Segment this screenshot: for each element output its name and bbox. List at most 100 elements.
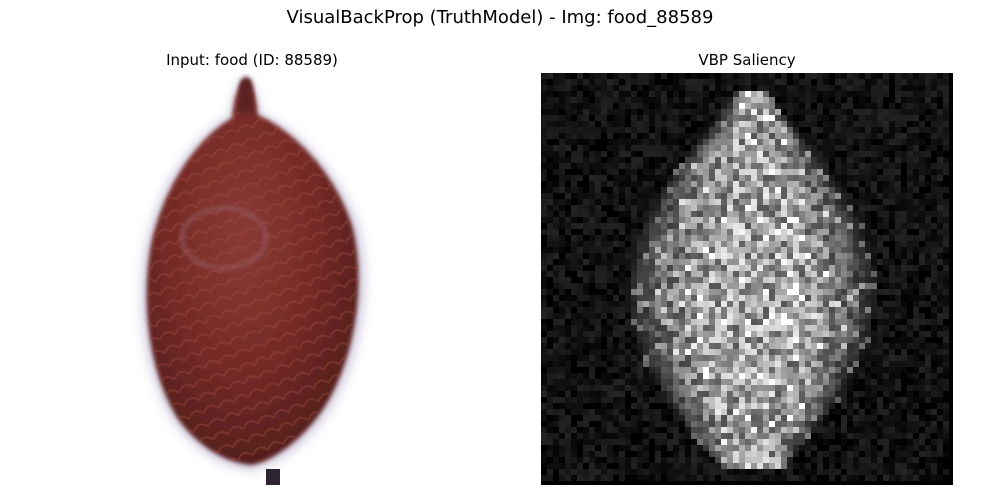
saliency-pixel	[697, 217, 703, 223]
saliency-pixel	[649, 415, 655, 421]
saliency-pixel	[577, 403, 583, 409]
saliency-pixel	[541, 355, 547, 361]
saliency-pixel	[613, 343, 619, 349]
saliency-pixel	[757, 229, 763, 235]
saliency-pixel	[769, 319, 775, 325]
saliency-pixel	[901, 205, 907, 211]
saliency-pixel	[823, 433, 829, 439]
saliency-pixel	[733, 79, 739, 85]
saliency-pixel	[643, 271, 649, 277]
saliency-pixel	[883, 403, 889, 409]
saliency-pixel	[541, 193, 547, 199]
saliency-pixel	[649, 289, 655, 295]
saliency-pixel	[937, 229, 943, 235]
saliency-pixel	[649, 247, 655, 253]
saliency-pixel	[829, 187, 835, 193]
saliency-pixel	[907, 385, 913, 391]
saliency-pixel	[721, 199, 727, 205]
saliency-pixel	[709, 295, 715, 301]
saliency-pixel	[901, 349, 907, 355]
saliency-pixel	[709, 109, 715, 115]
saliency-pixel	[691, 367, 697, 373]
saliency-pixel	[745, 229, 751, 235]
saliency-pixel	[763, 97, 769, 103]
saliency-pixel	[577, 259, 583, 265]
saliency-pixel	[679, 367, 685, 373]
saliency-pixel	[853, 427, 859, 433]
saliency-pixel	[793, 211, 799, 217]
saliency-pixel	[619, 145, 625, 151]
saliency-pixel	[655, 265, 661, 271]
saliency-pixel	[865, 361, 871, 367]
saliency-pixel	[889, 349, 895, 355]
saliency-pixel	[835, 361, 841, 367]
saliency-pixel	[571, 121, 577, 127]
saliency-pixel	[727, 247, 733, 253]
saliency-pixel	[775, 355, 781, 361]
saliency-pixel	[679, 319, 685, 325]
saliency-pixel	[655, 163, 661, 169]
saliency-pixel	[769, 205, 775, 211]
saliency-pixel	[541, 163, 547, 169]
saliency-pixel	[709, 307, 715, 313]
saliency-pixel	[901, 355, 907, 361]
saliency-pixel	[673, 391, 679, 397]
saliency-pixel	[817, 433, 823, 439]
saliency-pixel	[817, 85, 823, 91]
saliency-pixel	[727, 157, 733, 163]
saliency-pixel	[883, 175, 889, 181]
saliency-pixel	[643, 385, 649, 391]
saliency-pixel	[751, 205, 757, 211]
saliency-pixel	[901, 85, 907, 91]
saliency-pixel	[619, 163, 625, 169]
saliency-pixel	[733, 313, 739, 319]
saliency-pixel	[565, 445, 571, 451]
saliency-pixel	[595, 409, 601, 415]
saliency-pixel	[733, 355, 739, 361]
saliency-pixel	[715, 235, 721, 241]
saliency-pixel	[793, 307, 799, 313]
saliency-pixel	[727, 397, 733, 403]
saliency-pixel	[757, 325, 763, 331]
saliency-pixel	[559, 403, 565, 409]
saliency-pixel	[667, 475, 673, 481]
saliency-pixel	[661, 373, 667, 379]
saliency-pixel	[763, 373, 769, 379]
saliency-pixel	[871, 385, 877, 391]
saliency-pixel	[739, 295, 745, 301]
saliency-pixel	[865, 469, 871, 475]
saliency-pixel	[541, 115, 547, 121]
saliency-pixel	[823, 175, 829, 181]
saliency-pixel	[859, 97, 865, 103]
saliency-pixel	[709, 145, 715, 151]
saliency-pixel	[649, 319, 655, 325]
saliency-pixel	[643, 97, 649, 103]
saliency-pixel	[625, 145, 631, 151]
saliency-pixel	[667, 349, 673, 355]
saliency-pixel	[589, 235, 595, 241]
saliency-pixel	[745, 337, 751, 343]
saliency-pixel	[727, 313, 733, 319]
saliency-pixel	[847, 457, 853, 463]
saliency-pixel	[871, 85, 877, 91]
saliency-pixel	[787, 277, 793, 283]
saliency-pixel	[859, 175, 865, 181]
saliency-pixel	[805, 247, 811, 253]
saliency-pixel	[877, 325, 883, 331]
saliency-pixel	[757, 337, 763, 343]
saliency-pixel	[559, 271, 565, 277]
saliency-pixel	[823, 145, 829, 151]
saliency-pixel	[865, 457, 871, 463]
saliency-pixel	[643, 229, 649, 235]
saliency-pixel	[787, 103, 793, 109]
saliency-pixel	[601, 199, 607, 205]
saliency-pixel	[673, 205, 679, 211]
saliency-pixel	[805, 307, 811, 313]
saliency-pixel	[637, 175, 643, 181]
saliency-pixel	[835, 235, 841, 241]
saliency-pixel	[709, 193, 715, 199]
saliency-pixel	[703, 445, 709, 451]
saliency-pixel	[613, 121, 619, 127]
saliency-pixel	[907, 343, 913, 349]
saliency-pixel	[871, 253, 877, 259]
